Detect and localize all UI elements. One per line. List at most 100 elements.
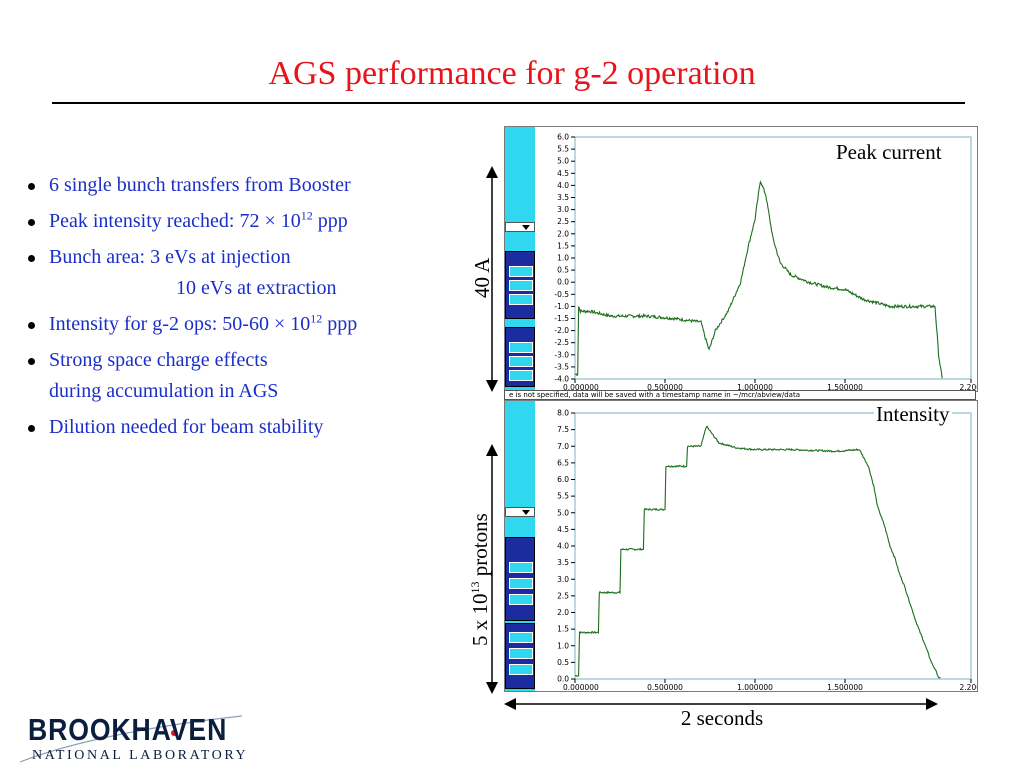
y-tick-label: 6.0 [557,133,569,142]
control-button[interactable] [509,266,533,277]
bottom-scale-arrow [486,444,498,694]
x-tick-label: 1.500000 [827,383,863,391]
control-button[interactable] [509,578,533,589]
data-trace [575,425,941,679]
status-message: e is not specified, data will be saved w… [504,390,976,400]
y-tick-label: 3.5 [557,193,569,202]
bullet-text: during accumulation in AGS [49,380,279,402]
logo-swoosh-icon [19,715,243,763]
bullet-text: 6 single bunch transfers from Booster [49,174,351,196]
y-tick-label: 1.5 [557,625,569,634]
bullet-text: Bunch area: 3 eVs at injection [49,246,291,268]
y-tick-label: 4.0 [557,542,569,551]
control-button[interactable] [509,632,533,643]
bullet-item: Strong space charge effects during accumu… [22,345,462,407]
top-scale-label: 40 A [470,257,494,298]
y-tick-label: 0.5 [557,658,569,667]
dropdown-control[interactable] [505,507,535,517]
intensity-panel: 8.0 7.5 7.0 6.5 6.0 5.5 5.0 4.5 4.0 3.5 3.0 2.5 2.0 1… [504,400,978,692]
y-tick-label: 6.0 [557,475,569,484]
control-button[interactable] [509,280,533,291]
exponent: 12 [310,311,323,326]
x-tick-label: 1.000000 [737,683,773,691]
y-tick-label: 1.0 [557,254,569,263]
control-button[interactable] [509,594,533,605]
bullet-item: Intensity for g-2 ops: 50-60 × 1012 ppp [22,309,462,340]
y-tick-label: 5.0 [557,508,569,517]
y-tick-label: 5.5 [557,492,569,501]
logo-wordmark: BROOKHAVEN [28,712,228,747]
x-tick-label: 0.000000 [563,383,599,391]
x-tick-label: 1.000000 [737,383,773,391]
peak-current-plot: 6.0 5.5 5.0 4.5 4.0 3.5 3.0 2.5 2.0 1.5 1.0 0.5 0.0 -… [554,133,977,392]
y-tick-label: 5.5 [557,145,569,154]
control-button-group [505,537,535,621]
y-tick-label: 1.5 [557,241,569,250]
y-tick-label: 2.0 [557,608,569,617]
y-tick-label: 7.5 [557,425,569,434]
bullet-item: Peak intensity reached: 72 × 1012 ppp [22,206,462,237]
bottom-scale-label: 5 x 1013 protons [468,513,492,646]
control-button-group [505,623,535,689]
peak-current-panel: 6.0 5.5 5.0 4.5 4.0 3.5 3.0 2.5 2.0 1.5 1.0 0.5 0.0 -… [504,126,978,392]
control-button-group [505,327,535,387]
dropdown-control[interactable] [505,222,535,232]
plot-area [574,136,972,380]
time-span-label: 2 seconds [680,706,764,730]
control-button[interactable] [509,342,533,353]
y-tick-label: 6.5 [557,458,569,467]
control-button[interactable] [509,562,533,573]
control-button[interactable] [509,370,533,381]
bullet-text: Intensity for g-2 ops: 50-60 × 1012 ppp [49,311,358,335]
y-tick-label: -3.0 [554,350,569,359]
y-tick-label: -3.5 [554,362,569,371]
logo-subtitle: NATIONAL LABORATORY [32,748,249,763]
y-tick-label: 4.0 [557,181,569,190]
y-tick-label: 8.0 [557,409,569,418]
y-tick-label: 2.0 [557,229,569,238]
y-tick-label: 2.5 [557,217,569,226]
y-tick-label: 2.5 [557,591,569,600]
control-button[interactable] [509,664,533,675]
y-tick-label: 3.0 [557,205,569,214]
slide-title: AGS performance for g-2 operation [268,55,756,92]
y-tick-label: 5.0 [557,157,569,166]
x-tick-label: 2.200 [960,683,977,691]
data-trace [575,180,943,379]
bullet-list: 6 single bunch transfers from Booster Pea… [22,170,462,448]
bullet-item: 6 single bunch transfers from Booster [22,170,462,201]
bullet-item: Dilution needed for beam stability [22,412,462,443]
y-tick-label: -4.0 [554,375,569,384]
time-span-arrow [504,698,938,710]
y-tick-label: -1.0 [554,302,569,311]
control-button[interactable] [509,648,533,659]
y-tick-label: 1.0 [557,641,569,650]
y-tick-label: 3.5 [557,558,569,567]
control-button[interactable] [509,294,533,305]
y-tick-label: 4.5 [557,525,569,534]
x-tick-label: 0.500000 [647,383,683,391]
plot-area [574,412,972,680]
title-divider [52,102,965,104]
intensity-label: Intensity [874,402,952,427]
top-scale-arrow [486,166,498,392]
x-tick-label: 2.200 [960,383,977,391]
y-tick-label: 0.0 [557,278,569,287]
bullet-text: Strong space charge effects [49,349,268,371]
y-tick-label: 0.5 [557,266,569,275]
x-tick-label: 0.500000 [647,683,683,691]
bullet-text: 10 eVs at extraction [176,277,337,299]
control-button-group [505,251,535,319]
x-tick-label: 0.000000 [563,683,599,691]
y-tick-label: 7.0 [557,442,569,451]
y-tick-label: -0.5 [554,290,569,299]
bullet-text: Dilution needed for beam stability [49,416,324,438]
control-button[interactable] [509,356,533,367]
y-tick-label: 0.0 [557,675,569,684]
y-tick-label: -2.5 [554,338,569,347]
x-tick-label: 1.500000 [827,683,863,691]
exponent: 12 [300,208,313,223]
bullet-item: Bunch area: 3 eVs at injection 10 eVs at … [22,242,462,304]
y-tick-label: -2.0 [554,326,569,335]
y-tick-label: 3.0 [557,575,569,584]
